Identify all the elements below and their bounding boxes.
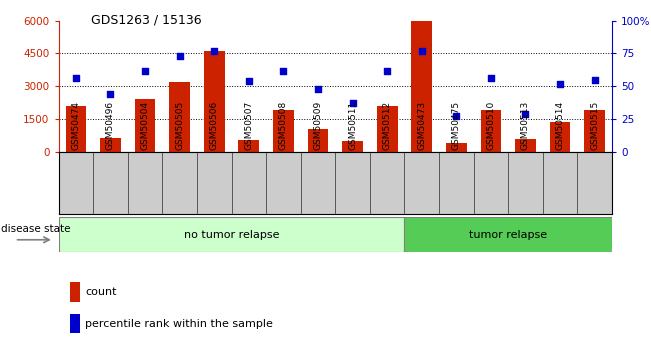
- Bar: [66, 106, 86, 152]
- Bar: [70, 314, 79, 333]
- Bar: [342, 141, 363, 152]
- Bar: [273, 110, 294, 152]
- Bar: [411, 21, 432, 152]
- Point: [312, 86, 323, 92]
- Text: no tumor relapse: no tumor relapse: [184, 230, 279, 239]
- Bar: [100, 138, 121, 152]
- Point: [71, 76, 81, 81]
- Bar: [169, 82, 190, 152]
- Point: [417, 48, 427, 53]
- Point: [451, 114, 462, 119]
- Text: tumor relapse: tumor relapse: [469, 230, 547, 239]
- FancyBboxPatch shape: [59, 217, 404, 252]
- Bar: [70, 282, 79, 302]
- Point: [209, 48, 219, 53]
- Point: [555, 81, 565, 86]
- Bar: [204, 51, 225, 152]
- Point: [486, 76, 496, 81]
- Point: [589, 77, 600, 82]
- Bar: [480, 110, 501, 152]
- Point: [174, 53, 185, 59]
- Text: GDS1263 / 15136: GDS1263 / 15136: [91, 14, 202, 27]
- Point: [140, 68, 150, 73]
- Bar: [549, 122, 570, 152]
- Point: [278, 68, 288, 73]
- Bar: [515, 139, 536, 152]
- Text: disease state: disease state: [1, 225, 71, 234]
- Point: [243, 78, 254, 84]
- Point: [520, 111, 531, 117]
- Point: [105, 91, 116, 97]
- FancyBboxPatch shape: [404, 217, 612, 252]
- Point: [348, 100, 358, 106]
- Text: percentile rank within the sample: percentile rank within the sample: [85, 319, 273, 328]
- Point: [382, 68, 393, 73]
- Bar: [377, 106, 398, 152]
- Bar: [135, 99, 156, 152]
- Bar: [238, 140, 259, 152]
- Bar: [308, 129, 328, 152]
- Text: count: count: [85, 287, 117, 297]
- Bar: [446, 143, 467, 152]
- Bar: [585, 110, 605, 152]
